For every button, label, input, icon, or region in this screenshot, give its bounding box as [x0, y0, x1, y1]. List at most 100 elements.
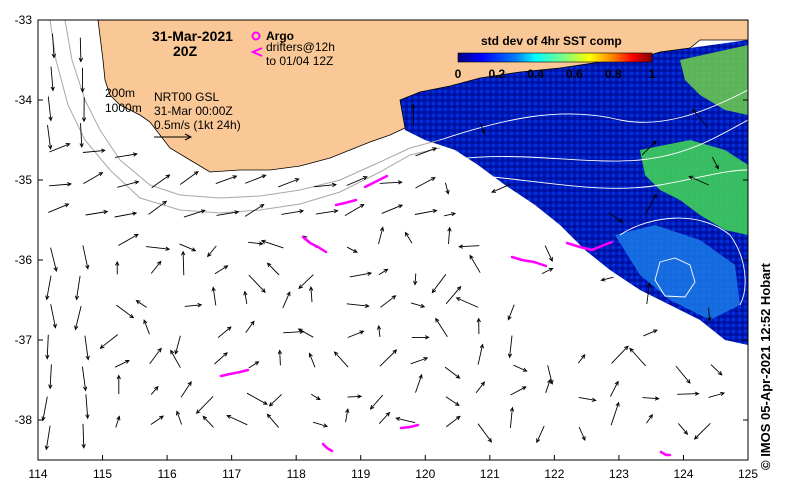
velocity-time-label: 31-Mar 00:00Z: [154, 104, 233, 118]
velocity-arrow: [536, 425, 545, 444]
velocity-arrow: [244, 204, 265, 217]
velocity-arrow: [646, 281, 652, 305]
velocity-arrow: [81, 423, 86, 449]
drifter-track: [510, 255, 548, 268]
velocity-scale-label: 0.5m/s (1kt 24h): [154, 118, 241, 132]
velocity-arrow: [114, 359, 130, 368]
velocity-arrow: [675, 365, 691, 384]
velocity-arrow: [688, 175, 709, 186]
velocity-arrow: [117, 180, 140, 188]
velocity-arrow: [411, 335, 430, 340]
colorbar-tick-label: 0.4: [527, 67, 544, 81]
velocity-arrow: [99, 334, 119, 349]
colorbar-tick-label: 1: [649, 67, 656, 81]
velocity-arrow: [415, 373, 423, 393]
velocity-arrow: [349, 271, 373, 278]
velocity-arrow: [708, 391, 726, 398]
velocity-arrow: [629, 347, 646, 367]
velocity-arrow: [180, 381, 192, 398]
velocity-arrow: [49, 143, 71, 153]
velocity-arrow: [114, 211, 138, 218]
velocity-arrow: [50, 247, 58, 273]
velocity-arrow: [313, 182, 337, 188]
velocity-arrow: [541, 267, 554, 275]
velocity-arrow: [379, 180, 403, 185]
velocity-arrow: [174, 335, 181, 355]
velocity-arrow: [48, 203, 70, 213]
y-tick-label: -38: [15, 413, 33, 427]
velocity-arrow: [80, 67, 85, 93]
velocity-arrow: [216, 210, 240, 216]
velocity-arrow: [609, 380, 619, 397]
velocity-arrow: [44, 425, 51, 451]
drifters-to-label: to 01/04 12Z: [266, 54, 333, 68]
argo-marker-icon: [251, 31, 261, 41]
velocity-arrow: [414, 208, 438, 215]
x-tick-label: 121: [480, 467, 500, 481]
velocity-arrow: [415, 147, 438, 157]
drifter-track: [659, 450, 672, 457]
velocity-arrow: [444, 182, 450, 195]
velocity-arrow: [298, 274, 314, 290]
velocity-arrow: [380, 295, 397, 308]
velocity-arrow: [641, 140, 657, 156]
velocity-arrow: [644, 193, 657, 215]
sst-lightblue-patch: [615, 225, 740, 320]
plot-frame: [37, 19, 749, 461]
contour-200m: [64, 20, 441, 199]
velocity-arrow: [84, 335, 90, 361]
x-tick-label: 114: [28, 467, 47, 481]
velocity-arrow: [578, 426, 586, 442]
velocity-arrow: [410, 302, 426, 308]
velocity-arrow: [710, 364, 723, 376]
velocity-arrow: [297, 328, 314, 338]
velocity-arrow: [180, 250, 186, 276]
colorbar-tick-label: 0.8: [605, 67, 622, 81]
argo-label: Argo: [266, 29, 294, 43]
velocity-arrow: [600, 276, 614, 282]
velocity-arrow: [266, 262, 280, 276]
velocity-arrow: [578, 396, 597, 402]
colorbar-tick-label: 0.6: [566, 67, 583, 81]
velocity-arrow: [116, 304, 135, 319]
velocity-arrow: [45, 334, 50, 360]
x-tick-label: 116: [158, 467, 177, 481]
velocity-arrow: [217, 326, 232, 339]
velocity-arrow: [245, 174, 267, 184]
velocity-arrow: [148, 200, 168, 215]
velocity-arrow: [691, 108, 708, 128]
velocity-arrow: [455, 297, 479, 308]
velocity-arrow: [435, 317, 448, 337]
velocity-arrow: [151, 174, 171, 189]
velocity-arrow: [47, 96, 53, 122]
velocity-arrow: [278, 178, 300, 188]
velocity-arrow: [577, 353, 586, 364]
velocity-arrow: [150, 385, 159, 395]
velocity-arrow: [445, 285, 462, 305]
y-tick-label: -34: [15, 93, 33, 107]
velocity-arrow: [184, 302, 203, 308]
velocity-arrow: [51, 33, 57, 59]
velocity-arrow: [608, 212, 624, 223]
velocity-arrow: [510, 386, 527, 396]
velocity-arrow: [611, 345, 629, 364]
velocity-arrow: [195, 396, 214, 415]
velocity-arrow: [469, 254, 481, 273]
velocity-arrow: [150, 415, 165, 425]
velocity-arrow: [378, 226, 385, 245]
velocity-arrow: [50, 304, 57, 329]
velocity-arrow: [135, 300, 147, 308]
velocity-arrow: [477, 423, 493, 443]
velocity-source-label: NRT00 GSL: [154, 90, 219, 104]
velocity-arrow: [202, 415, 214, 428]
x-tick-label: 115: [93, 467, 112, 481]
x-tick-label: 118: [287, 467, 306, 481]
drifters-label: drifters@12h: [266, 40, 335, 54]
velocity-arrow: [345, 408, 350, 423]
velocity-arrow: [678, 423, 689, 435]
velocity-arrow: [404, 231, 413, 244]
drifter-track: [399, 423, 420, 430]
velocity-arrow: [74, 305, 82, 331]
y-axis: -33 -34 -35 -36 -37 -38: [15, 13, 748, 427]
